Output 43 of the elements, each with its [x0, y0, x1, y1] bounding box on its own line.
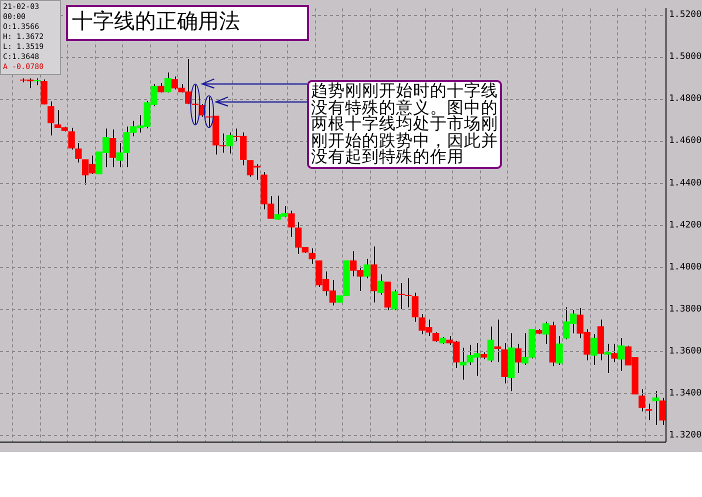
candlestick: [158, 82, 164, 94]
candlestick: [192, 84, 199, 124]
candlestick: [48, 101, 54, 136]
candlestick: [109, 129, 116, 168]
candlestick: [164, 72, 172, 94]
candlestick: [308, 248, 316, 264]
candlestick: [377, 274, 384, 296]
candlestick: [412, 292, 418, 322]
candlestick: [398, 282, 405, 310]
candlestick: [391, 289, 398, 311]
candlestick: [556, 336, 563, 366]
candlestick: [652, 390, 660, 426]
candlestick: [487, 326, 494, 363]
candlestick: [638, 388, 646, 412]
y-tick-label: 1.3800: [669, 304, 702, 314]
y-tick-label: 1.5200: [669, 10, 702, 20]
candlestick: [604, 343, 611, 374]
note-box: 趋势刚刚开始时的十字线没有特殊的意义。图中的两根十字线均处于市场刚刚开始的跌势中，因此并没有起到特殊的作用: [307, 80, 502, 168]
candlestick: [68, 127, 75, 150]
candlestick: [364, 258, 370, 279]
candlestick: [542, 321, 550, 344]
y-tick-label: 1.4200: [669, 220, 702, 230]
candlestick: [611, 343, 618, 363]
candlestick: [618, 338, 625, 372]
y-tick-label: 1.4400: [669, 178, 702, 188]
y-tick-label: 1.4600: [669, 136, 702, 146]
y-tick-label: 1.3200: [669, 430, 702, 441]
candlestick: [514, 343, 522, 374]
candlestick: [404, 278, 412, 308]
candlestick: [75, 142, 82, 163]
y-tick-label: 1.4800: [669, 94, 702, 104]
candlestick: [226, 132, 233, 154]
candlestick: [432, 332, 440, 342]
y-tick-label: 1.5000: [669, 52, 702, 62]
candlestick: [494, 319, 501, 363]
candlestick: [645, 403, 652, 421]
y-tick-label: 1.3400: [669, 388, 702, 399]
y-tick-label: 1.4000: [669, 262, 702, 272]
candlestick: [288, 210, 295, 238]
y-tick-label: 1.3600: [669, 346, 702, 357]
candlestick: [590, 334, 598, 366]
title-box: 十字线的正确用法: [66, 5, 309, 41]
candlestick: [40, 78, 48, 106]
